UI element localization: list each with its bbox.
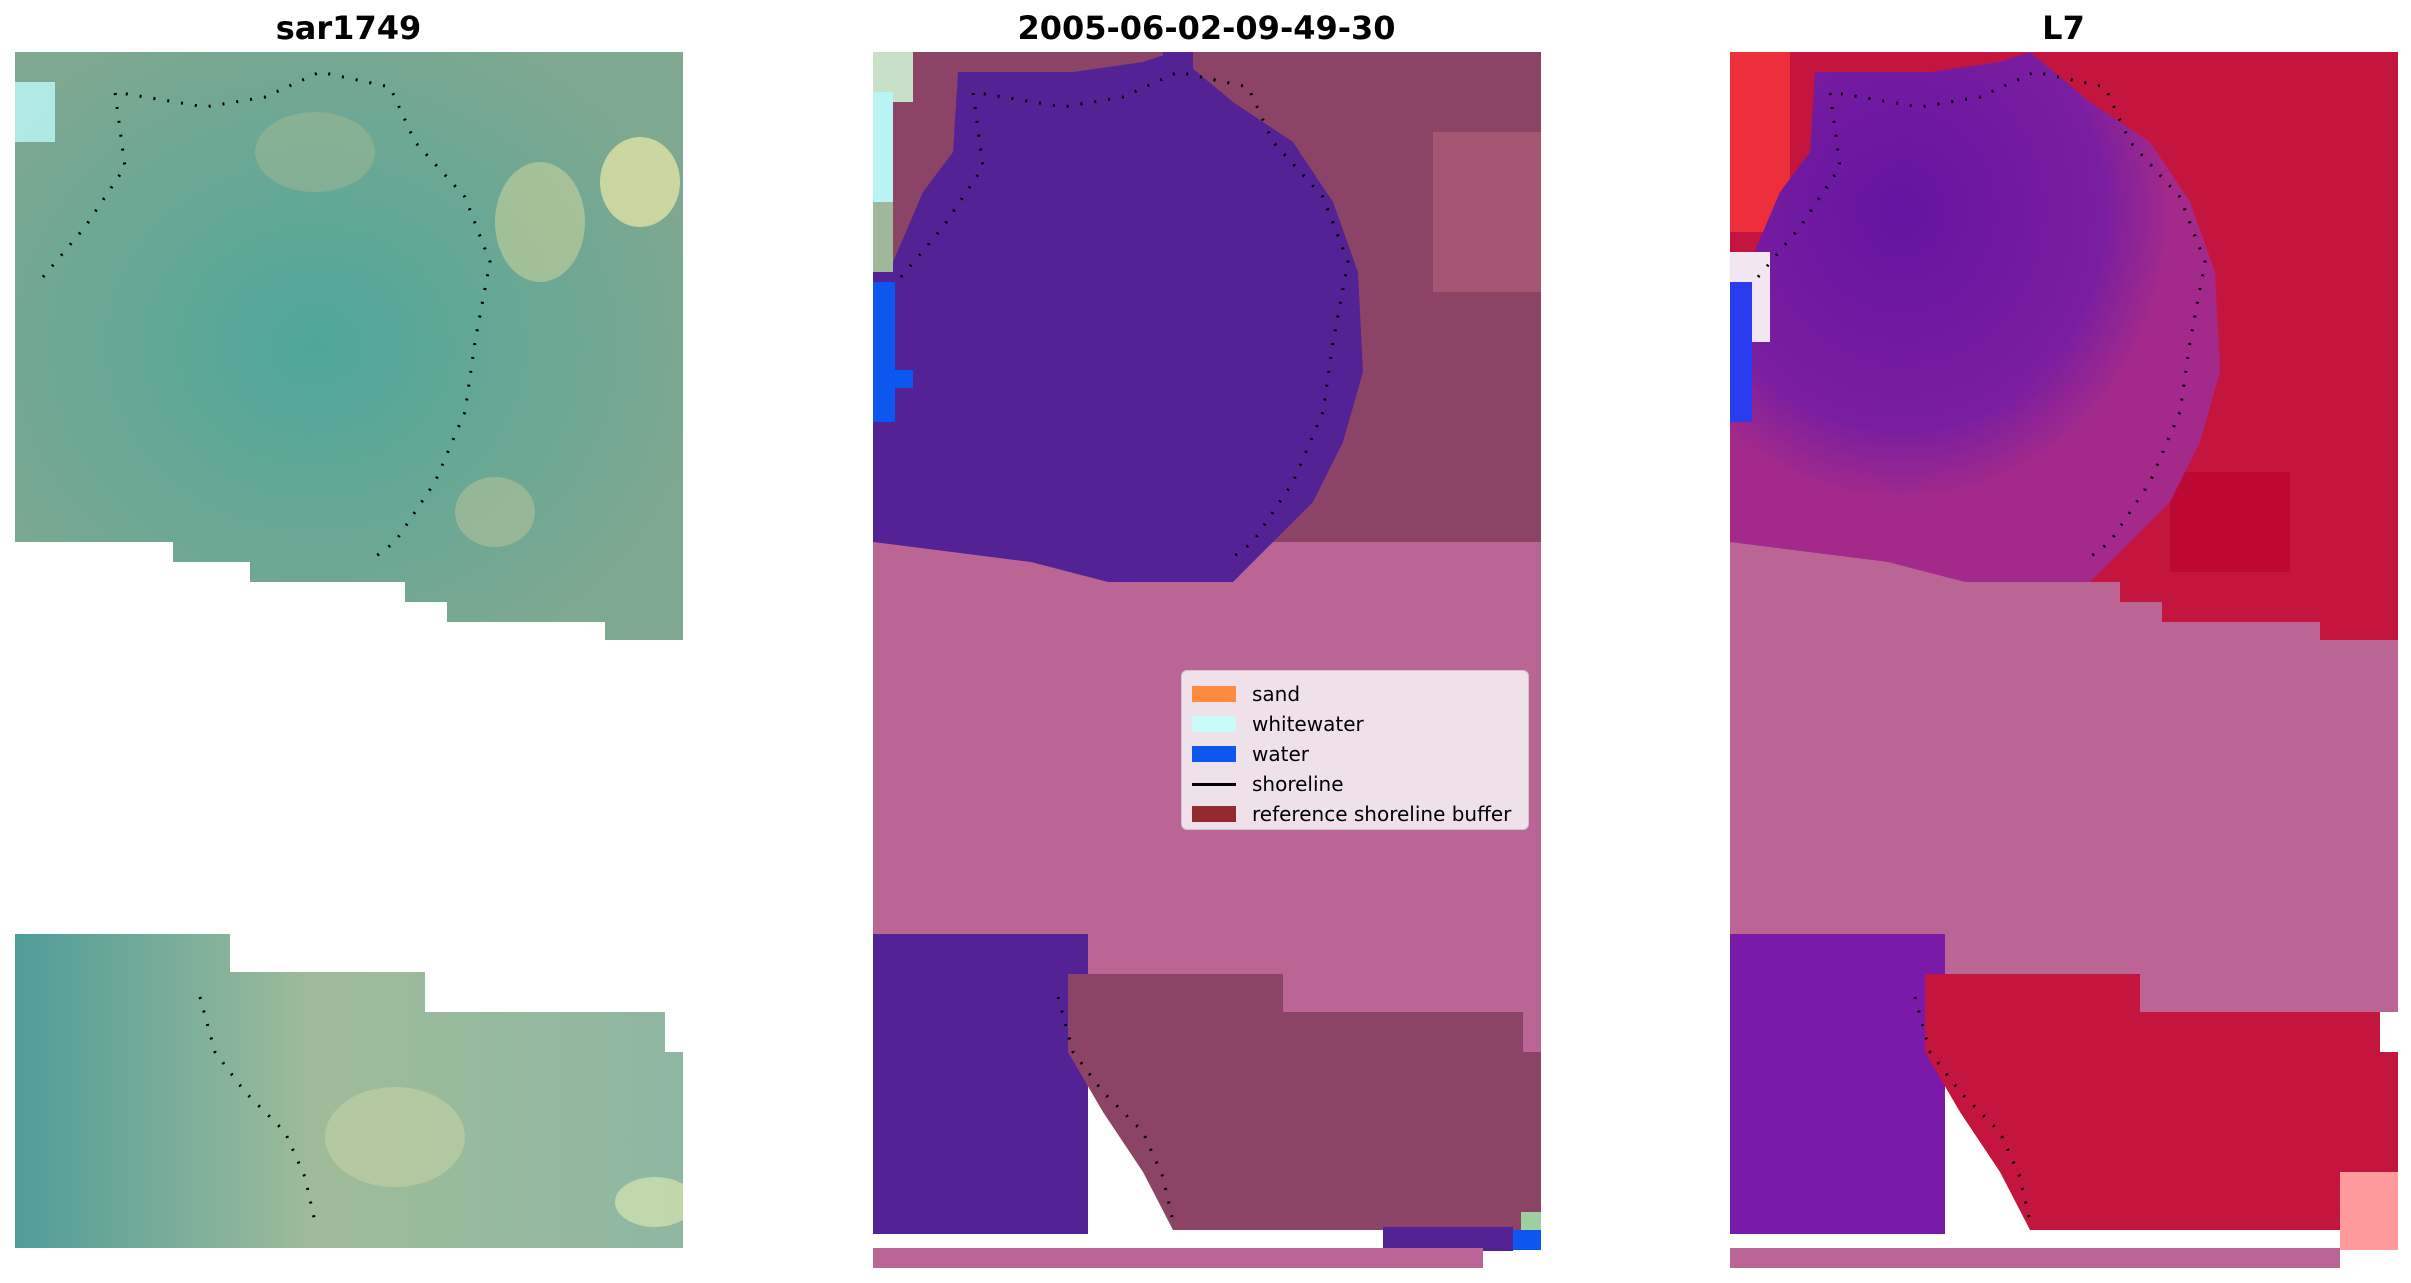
legend-label: sand (1252, 682, 1301, 706)
legend-swatch-whitewater (1192, 716, 1236, 732)
legend-swatch-shoreline (1192, 782, 1236, 786)
legend-label: reference shoreline buffer (1252, 802, 1512, 826)
legend-swatch-buffer (1192, 806, 1236, 822)
classified-image (873, 52, 1541, 1268)
panel-title-mndwi: L7 (2042, 9, 2085, 47)
classified-image-panel (873, 52, 1541, 1268)
legend-label: shoreline (1252, 772, 1344, 796)
panel-title-rgb: sar1749 (275, 9, 422, 47)
legend-swatch-water (1192, 746, 1236, 762)
rgb-image (15, 52, 683, 1248)
rgb-image-panel (15, 52, 683, 1248)
legend-item-shoreline: shoreline (1192, 769, 1518, 799)
mndwi-image-panel (1730, 52, 2398, 1268)
legend: sand whitewater water shoreline referenc… (1181, 670, 1529, 830)
legend-item-whitewater: whitewater (1192, 709, 1518, 739)
mndwi-image (1730, 52, 2398, 1268)
legend-label: water (1252, 742, 1309, 766)
legend-item-water: water (1192, 739, 1518, 769)
panel-title-classified: 2005-06-02-09-49-30 (1017, 9, 1396, 47)
legend-item-sand: sand (1192, 679, 1518, 709)
legend-swatch-sand (1192, 686, 1236, 702)
legend-item-buffer: reference shoreline buffer (1192, 799, 1518, 829)
legend-label: whitewater (1252, 712, 1364, 736)
